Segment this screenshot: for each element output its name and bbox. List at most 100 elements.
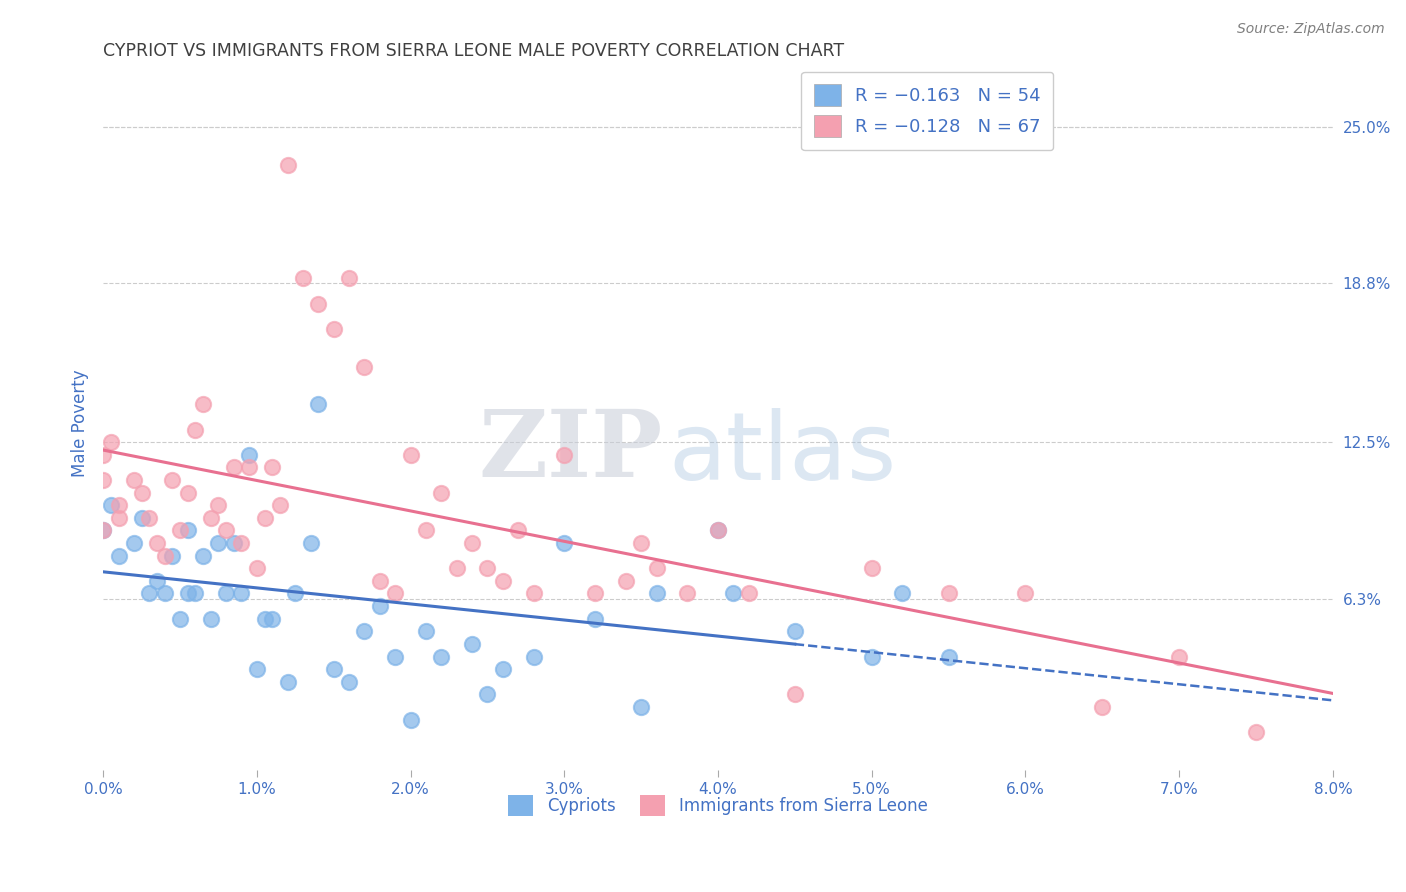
Point	[153, 586, 176, 600]
Point	[353, 624, 375, 639]
Point	[231, 586, 253, 600]
Point	[207, 536, 229, 550]
Point	[184, 586, 207, 600]
Point	[100, 435, 122, 450]
Point	[430, 649, 453, 664]
Point	[891, 586, 914, 600]
Point	[122, 473, 145, 487]
Point	[222, 536, 245, 550]
Point	[1244, 725, 1267, 739]
Point	[553, 536, 575, 550]
Point	[184, 423, 207, 437]
Point	[415, 524, 437, 538]
Point	[200, 612, 222, 626]
Point	[91, 448, 114, 462]
Point	[299, 536, 322, 550]
Y-axis label: Male Poverty: Male Poverty	[72, 369, 89, 477]
Point	[614, 574, 637, 588]
Point	[91, 524, 114, 538]
Point	[384, 649, 406, 664]
Point	[246, 561, 269, 575]
Point	[91, 473, 114, 487]
Point	[176, 524, 198, 538]
Point	[337, 674, 360, 689]
Point	[262, 460, 284, 475]
Point	[122, 536, 145, 550]
Point	[522, 649, 544, 664]
Point	[583, 612, 606, 626]
Point	[522, 586, 544, 600]
Point	[630, 536, 652, 550]
Text: CYPRIOT VS IMMIGRANTS FROM SIERRA LEONE MALE POVERTY CORRELATION CHART: CYPRIOT VS IMMIGRANTS FROM SIERRA LEONE …	[103, 42, 844, 60]
Point	[860, 561, 883, 575]
Point	[222, 460, 245, 475]
Point	[107, 498, 129, 512]
Point	[707, 524, 730, 538]
Point	[91, 524, 114, 538]
Point	[508, 524, 530, 538]
Point	[368, 599, 391, 613]
Point	[176, 485, 198, 500]
Point	[262, 612, 284, 626]
Point	[461, 536, 484, 550]
Point	[191, 397, 214, 411]
Point	[477, 687, 499, 701]
Point	[1014, 586, 1036, 600]
Point	[723, 586, 745, 600]
Point	[645, 561, 668, 575]
Point	[492, 574, 515, 588]
Point	[215, 524, 238, 538]
Point	[138, 511, 160, 525]
Point	[368, 574, 391, 588]
Text: ZIP: ZIP	[478, 406, 662, 496]
Text: atlas: atlas	[669, 409, 897, 500]
Point	[284, 586, 307, 600]
Point	[415, 624, 437, 639]
Point	[169, 612, 191, 626]
Point	[146, 536, 169, 550]
Point	[630, 700, 652, 714]
Point	[738, 586, 761, 600]
Point	[215, 586, 238, 600]
Point	[131, 511, 153, 525]
Point	[253, 612, 276, 626]
Point	[307, 397, 329, 411]
Point	[337, 271, 360, 285]
Point	[162, 549, 184, 563]
Point	[169, 524, 191, 538]
Point	[477, 561, 499, 575]
Point	[353, 359, 375, 374]
Point	[645, 586, 668, 600]
Point	[583, 586, 606, 600]
Point	[399, 448, 422, 462]
Point	[553, 448, 575, 462]
Point	[207, 498, 229, 512]
Point	[860, 649, 883, 664]
Point	[107, 549, 129, 563]
Point	[246, 662, 269, 676]
Point	[783, 624, 806, 639]
Point	[291, 271, 314, 285]
Point	[430, 485, 453, 500]
Point	[399, 713, 422, 727]
Point	[446, 561, 468, 575]
Point	[138, 586, 160, 600]
Point	[238, 460, 260, 475]
Point	[191, 549, 214, 563]
Point	[269, 498, 291, 512]
Point	[322, 662, 344, 676]
Point	[322, 322, 344, 336]
Point	[1091, 700, 1114, 714]
Point	[162, 473, 184, 487]
Point	[231, 536, 253, 550]
Point	[307, 296, 329, 310]
Point	[277, 158, 299, 172]
Point	[461, 637, 484, 651]
Point	[938, 649, 960, 664]
Point	[783, 687, 806, 701]
Point	[384, 586, 406, 600]
Point	[492, 662, 515, 676]
Point	[938, 586, 960, 600]
Point	[1168, 649, 1191, 664]
Point	[131, 485, 153, 500]
